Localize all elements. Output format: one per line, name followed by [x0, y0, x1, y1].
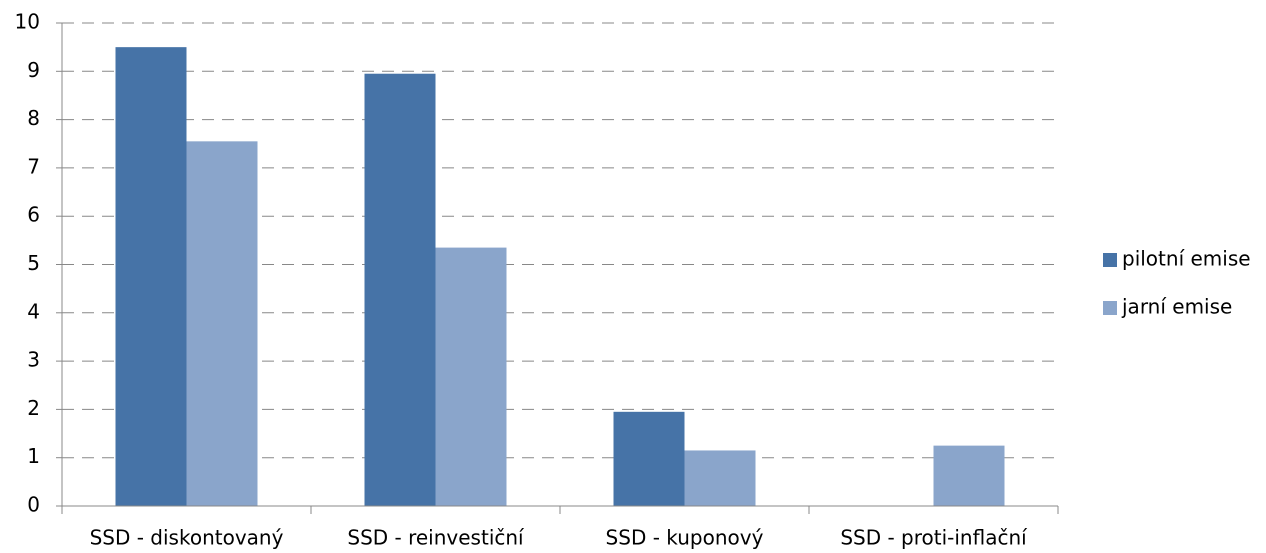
- y-tick-label: 3: [27, 348, 40, 372]
- y-tick-label: 9: [27, 58, 40, 82]
- y-tick-label: 0: [27, 493, 40, 517]
- bar: [613, 411, 685, 506]
- legend-label: jarní emise: [1121, 295, 1232, 319]
- y-tick-label: 7: [27, 154, 40, 178]
- legend-swatch: [1103, 253, 1117, 267]
- bar: [933, 445, 1005, 506]
- y-tick-label: 10: [15, 10, 40, 34]
- y-tick-label: 5: [27, 251, 40, 275]
- bar: [684, 450, 756, 506]
- x-tick-label: SSD - diskontovaný: [90, 526, 284, 550]
- x-tick-label: SSD - kuponový: [606, 526, 764, 550]
- legend-label: pilotní emise: [1122, 247, 1251, 271]
- y-tick-label: 6: [27, 203, 40, 227]
- x-tick-label: SSD - proti-inflační: [840, 526, 1028, 550]
- y-tick-label: 4: [27, 299, 40, 323]
- y-tick-label: 2: [27, 396, 40, 420]
- legend-swatch: [1103, 301, 1117, 315]
- bar: [435, 247, 507, 506]
- bar: [364, 73, 436, 506]
- bar: [186, 141, 258, 506]
- bar: [115, 47, 187, 507]
- y-tick-label: 1: [27, 444, 40, 468]
- y-tick-label: 8: [27, 106, 40, 130]
- x-tick-label: SSD - reinvestiční: [347, 526, 525, 550]
